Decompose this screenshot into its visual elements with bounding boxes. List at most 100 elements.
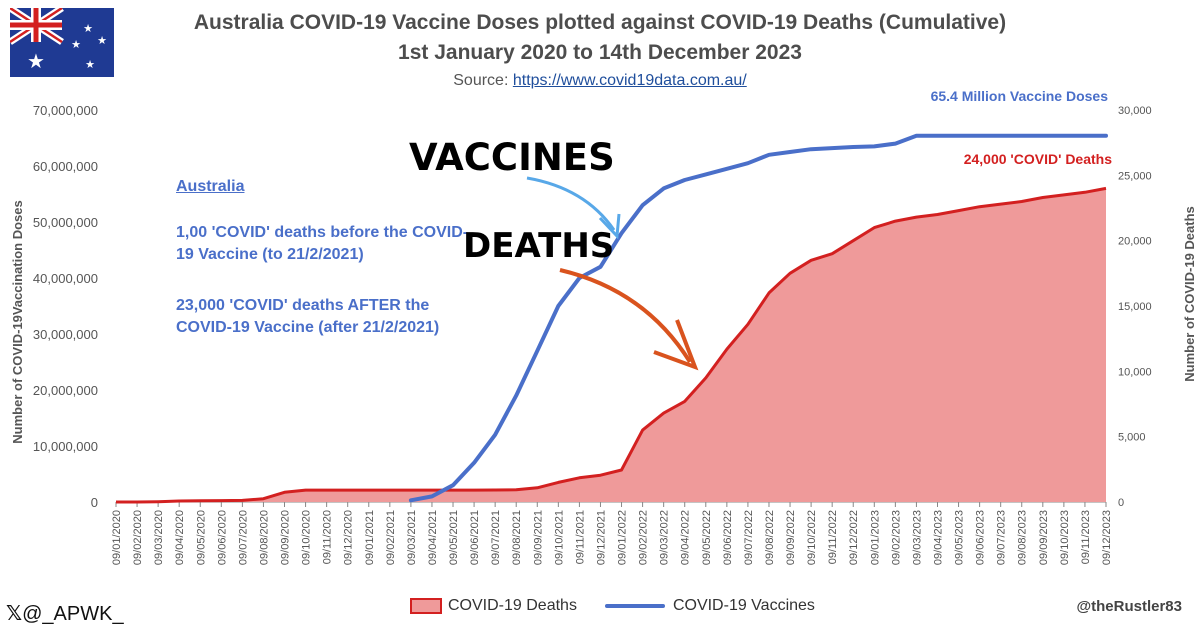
- x-tick-label: 09/04/2020: [174, 510, 186, 565]
- annotation-deaths-before: 1,00 'COVID' deaths before the COVID-19 …: [176, 224, 469, 263]
- x-tick-label: 09/03/2023: [911, 510, 923, 565]
- source-prefix: Source:: [453, 72, 513, 89]
- svg-text:★: ★: [85, 58, 95, 71]
- x-tick-label: 09/07/2023: [996, 510, 1008, 565]
- x-tick-label: 09/01/2020: [111, 510, 123, 565]
- x-tick-label: 09/08/2022: [764, 510, 776, 565]
- x-tick-label: 09/10/2021: [553, 510, 565, 565]
- annotation-deaths-after: 23,000 'COVID' deaths AFTER the COVID-19…: [176, 297, 440, 336]
- y-left-tick-label: 0: [91, 495, 98, 510]
- x-tick-label: 09/06/2021: [469, 510, 481, 565]
- y-left-axis-title: Number of COVID-19Vaccination Doses: [10, 200, 25, 443]
- x-tick-label: 09/02/2020: [132, 510, 144, 565]
- x-tick-label: 09/10/2023: [1059, 510, 1071, 565]
- source-link[interactable]: https://www.covid19data.com.au/: [512, 72, 747, 89]
- x-tick-label: 09/07/2020: [237, 510, 249, 565]
- y-right-tick-label: 15,000: [1118, 301, 1152, 313]
- x-tick-label: 09/08/2020: [258, 510, 270, 565]
- x-tick-label: 09/07/2022: [743, 510, 755, 565]
- x-tick-label: 09/05/2022: [701, 510, 713, 565]
- y-left-tick-label: 30,000,000: [33, 327, 98, 342]
- deaths-arrow: [559, 268, 692, 364]
- watermark: @theRustler83: [1076, 598, 1183, 615]
- y-right-tick-label: 0: [1118, 497, 1124, 509]
- x-tick-label: 09/06/2023: [975, 510, 987, 565]
- x-tick-label: 09/12/2020: [343, 510, 355, 565]
- x-tick-label: 09/10/2022: [806, 510, 818, 565]
- y-right-tick-label: 25,000: [1118, 170, 1152, 182]
- x-tick-label: 09/04/2023: [932, 510, 944, 565]
- x-tick-label: 09/01/2021: [364, 510, 376, 565]
- x-tick-label: 09/05/2020: [195, 510, 207, 565]
- y-left-tick-label: 70,000,000: [33, 103, 98, 118]
- y-left-tick-label: 50,000,000: [33, 215, 98, 230]
- x-tick-label: 09/05/2021: [448, 510, 460, 565]
- x-handle: 𝕏@_APWK_: [6, 601, 124, 626]
- x-tick-label: 09/11/2022: [827, 510, 839, 564]
- x-tick-label: 09/11/2020: [322, 510, 334, 564]
- x-tick-label: 09/12/2022: [848, 510, 860, 565]
- annotation-country: Australia: [176, 178, 245, 195]
- source-line: Source: https://www.covid19data.com.au/: [120, 72, 1080, 90]
- x-tick-label: 09/09/2021: [532, 510, 544, 565]
- x-tick-label: 09/04/2021: [427, 510, 439, 565]
- vaccines-end-label: 65.4 Million Vaccine Doses: [930, 88, 1108, 104]
- y-left-tick-label: 40,000,000: [33, 271, 98, 286]
- x-tick-label: 09/03/2021: [406, 510, 418, 565]
- deaths-arrow-head: [653, 319, 699, 371]
- x-tick-label: 09/12/2023: [1101, 510, 1113, 565]
- x-tick-label: 09/04/2022: [680, 510, 692, 565]
- x-tick-label: 09/01/2023: [869, 510, 881, 565]
- x-tick-label: 09/09/2022: [785, 510, 797, 565]
- svg-text:★: ★: [27, 49, 45, 73]
- annotation-deaths-label: DEATHS: [463, 226, 615, 266]
- x-tick-label: 09/09/2023: [1038, 510, 1050, 565]
- deaths-end-label: 24,000 'COVID' Deaths: [963, 151, 1112, 167]
- svg-text:★: ★: [97, 34, 107, 47]
- deaths-line: [116, 186, 1107, 504]
- x-tick-label: 09/02/2021: [385, 510, 397, 565]
- x-tick-label: 09/07/2021: [490, 510, 502, 565]
- x-tick-label: 09/10/2020: [301, 510, 313, 565]
- vaccines-line: [408, 133, 1108, 503]
- x-tick-label: 09/02/2023: [890, 510, 902, 565]
- chart-legend: COVID-19 Deaths COVID-19 Vaccines: [410, 597, 843, 615]
- x-tick-label: 09/01/2022: [617, 510, 629, 565]
- legend-item-deaths: COVID-19 Deaths: [410, 597, 577, 615]
- svg-text:★: ★: [83, 22, 93, 35]
- x-tick-label: 09/03/2022: [659, 510, 671, 565]
- svg-text:★: ★: [71, 38, 81, 51]
- legend-label-deaths: COVID-19 Deaths: [448, 597, 577, 614]
- legend-item-vaccines: COVID-19 Vaccines: [604, 597, 815, 615]
- y-right-tick-label: 30,000: [1118, 105, 1152, 117]
- x-tick-label: 09/11/2023: [1080, 510, 1092, 564]
- x-tick-label: 09/08/2023: [1017, 510, 1029, 565]
- legend-label-vaccines: COVID-19 Vaccines: [672, 597, 815, 614]
- y-left-tick-label: 10,000,000: [33, 439, 98, 454]
- x-handle-text: @_APWK_: [22, 603, 124, 625]
- vaccines-arrow-head: [598, 213, 621, 240]
- chart-subtitle: 1st January 2020 to 14th December 2023: [398, 41, 802, 64]
- x-tick-label: 09/05/2023: [954, 510, 966, 565]
- vaccines-arrow: [526, 176, 616, 231]
- x-tick-label: 09/02/2022: [638, 510, 650, 565]
- y-left-tick-label: 60,000,000: [33, 159, 98, 174]
- x-tick-label: 09/06/2022: [722, 510, 734, 565]
- australia-flag-icon: ★ ★ ★ ★ ★: [10, 8, 114, 77]
- y-right-tick-label: 5,000: [1118, 432, 1146, 444]
- x-tick-label: 09/08/2021: [511, 510, 523, 565]
- x-tick-label: 09/06/2020: [216, 510, 228, 565]
- y-left-tick-label: 20,000,000: [33, 383, 98, 398]
- x-tick-label: 09/03/2020: [153, 510, 165, 565]
- chart-title: Australia COVID-19 Vaccine Doses plotted…: [193, 11, 1007, 34]
- y-right-axis-title: Number of COVID-19 Deaths: [1182, 206, 1197, 382]
- annotation-vaccines-label: VACCINES: [409, 136, 615, 179]
- legend-swatch-vaccines: [604, 604, 665, 608]
- x-logo-icon: 𝕏: [6, 601, 23, 625]
- deaths-area: [116, 188, 1106, 502]
- x-tick-label: 09/09/2020: [280, 510, 292, 565]
- x-tick-label: 09/11/2021: [574, 510, 586, 564]
- x-tick-label: 09/12/2021: [595, 510, 607, 565]
- legend-swatch-deaths: [410, 598, 442, 614]
